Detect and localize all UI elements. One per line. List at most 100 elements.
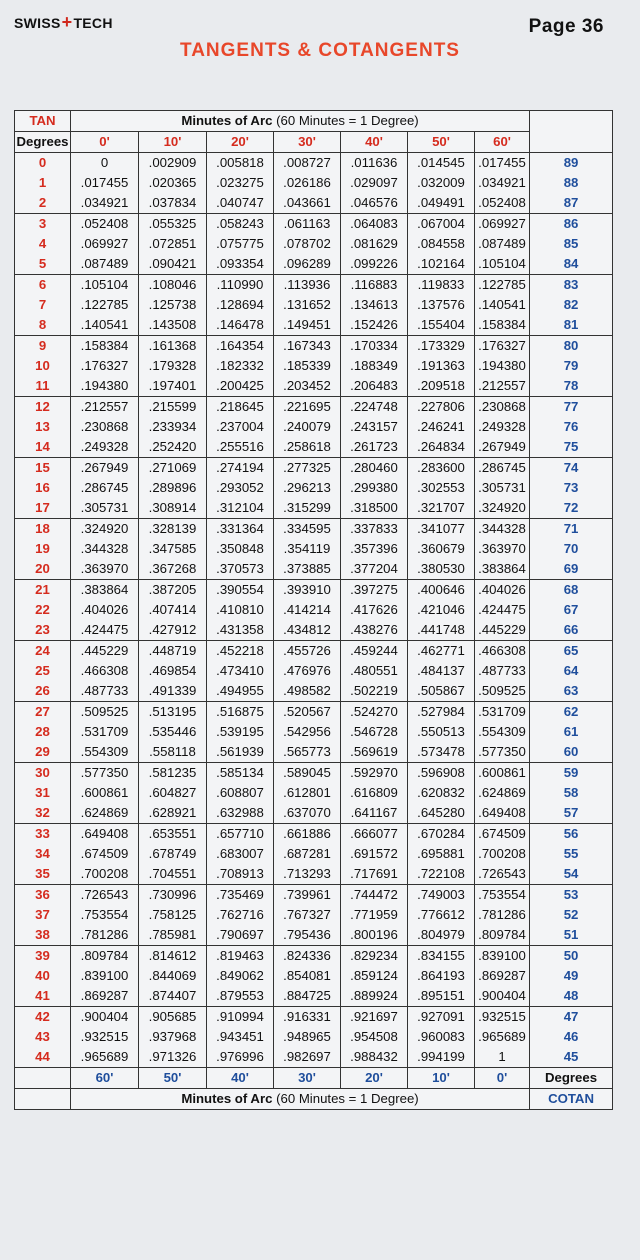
tan-degree: 27 [14,701,71,722]
table-row: 43.932515.937968.943451.948965.954508.96… [14,1027,614,1047]
tan-degree: 5 [14,254,71,275]
cotan-degree: 71 [529,518,614,539]
tangent-value: .678749 [138,844,207,864]
cotan-degrees-header: Degrees [529,1067,614,1089]
table-row: 10.176327.179328.182332.185339.188349.19… [14,356,614,376]
tangent-value: .105104 [70,274,139,295]
tangent-value: .078702 [273,234,341,254]
tan-degree: 43 [14,1027,71,1047]
tangent-value: .776612 [407,905,475,925]
tangent-value: .357396 [340,539,408,559]
tangent-value: .900404 [70,1006,139,1027]
tangent-value: .448719 [138,640,207,661]
tangent-value: .271069 [138,457,207,478]
table-row: 5.087489.090421.093354.096289.099226.102… [14,254,614,275]
minutes-header-bottom-note: (60 Minutes = 1 Degree) [272,1091,419,1106]
top-minute-60: 60' [473,131,531,153]
tangent-value: .274194 [206,457,274,478]
tangent-value: .600861 [473,762,531,783]
cotan-degree: 51 [529,925,614,946]
tangent-value: .170334 [340,335,408,356]
tangent-value: .849062 [206,966,274,986]
tan-degree: 44 [14,1047,71,1068]
tangent-value: .293052 [206,478,274,498]
tangent-value: .683007 [206,844,274,864]
tangent-value: .971326 [138,1047,207,1068]
tangent-value: .462771 [407,640,475,661]
tangent-value: .473410 [206,661,274,681]
tangent-value: .363970 [70,559,139,580]
cotan-degree: 73 [529,478,614,498]
tangent-value: .674509 [473,823,531,844]
tan-degree: 23 [14,620,71,641]
tan-degree: 15 [14,457,71,478]
tan-degree: 26 [14,681,71,702]
tangent-value: .023275 [206,173,274,193]
tan-degree: 22 [14,600,71,620]
tangent-value: .596908 [407,762,475,783]
tangent-value: .531709 [70,722,139,742]
tangent-value: .785981 [138,925,207,946]
table-row: 6.105104.108046.110990.113936.116883.119… [14,274,614,295]
tan-degree: 20 [14,559,71,580]
tangent-value: .577350 [473,742,531,763]
table-row: 31.600861.604827.608807.612801.616809.62… [14,783,614,803]
table-row: 19.344328.347585.350848.354119.357396.36… [14,539,614,559]
tangent-value: .982697 [273,1047,341,1068]
tangent-value: .341077 [407,518,475,539]
table-row: 35.700208.704551.708913.713293.717691.72… [14,864,614,885]
tangent-value: .994199 [407,1047,475,1068]
table-row: 25.466308.469854.473410.476976.480551.48… [14,661,614,681]
table-row: 14.249328.252420.255516.258618.261723.26… [14,437,614,458]
tangent-value: .452218 [206,640,274,661]
tangent-value: .075775 [206,234,274,254]
tangent-value: .052408 [70,213,139,234]
tangent-value: .373885 [273,559,341,580]
tangent-value: .608807 [206,783,274,803]
table-row: 27.509525.513195.516875.520567.524270.52… [14,701,614,722]
tangent-value: .762716 [206,905,274,925]
tan-degree: 6 [14,274,71,295]
tangent-value: .790697 [206,925,274,946]
cotan-degree: 74 [529,457,614,478]
table-row: 12.212557.215599.218645.221695.224748.22… [14,396,614,417]
tangent-value: .948965 [273,1027,341,1047]
tangent-value: .509525 [70,701,139,722]
table-row: 38.781286.785981.790697.795436.800196.80… [14,925,614,946]
cotan-degree: 66 [529,620,614,641]
tangent-value: .058243 [206,213,274,234]
tangent-value: .854081 [273,966,341,986]
tangent-value: .550513 [407,722,475,742]
tangent-value: .017455 [473,152,531,173]
tangent-value: .819463 [206,945,274,966]
tangent-value: .249328 [473,417,531,437]
tangent-value: .102164 [407,254,475,275]
table-row: 26.487733.491339.494955.498582.502219.50… [14,681,614,702]
tangent-value: .087489 [473,234,531,254]
tangent-value: .185339 [273,356,341,376]
tangent-value: .081629 [340,234,408,254]
tangent-value: .215599 [138,396,207,417]
tangent-value: .542956 [273,722,341,742]
tan-degree: 28 [14,722,71,742]
tangent-value: .546728 [340,722,408,742]
tan-degree: 38 [14,925,71,946]
tangent-value: .005818 [206,152,274,173]
tangent-value: .299380 [340,478,408,498]
tan-degree: 30 [14,762,71,783]
tangent-value: .116883 [340,274,408,295]
tangent-value: .612801 [273,783,341,803]
tangent-value: .722108 [407,864,475,885]
tangent-value: .143508 [138,315,207,336]
cotan-degree: 86 [529,213,614,234]
tangent-value: .988432 [340,1047,408,1068]
tangent-value: .976996 [206,1047,274,1068]
brand-logo: SWISS+TECH [14,12,113,33]
table-row: 8.140541.143508.146478.149451.152426.155… [14,315,614,336]
cotan-degree: 68 [529,579,614,600]
tangent-value: .744472 [340,884,408,905]
tangent-value: .149451 [273,315,341,336]
tangent-value: .592970 [340,762,408,783]
tan-degree: 37 [14,905,71,925]
tangent-value: .839100 [70,966,139,986]
